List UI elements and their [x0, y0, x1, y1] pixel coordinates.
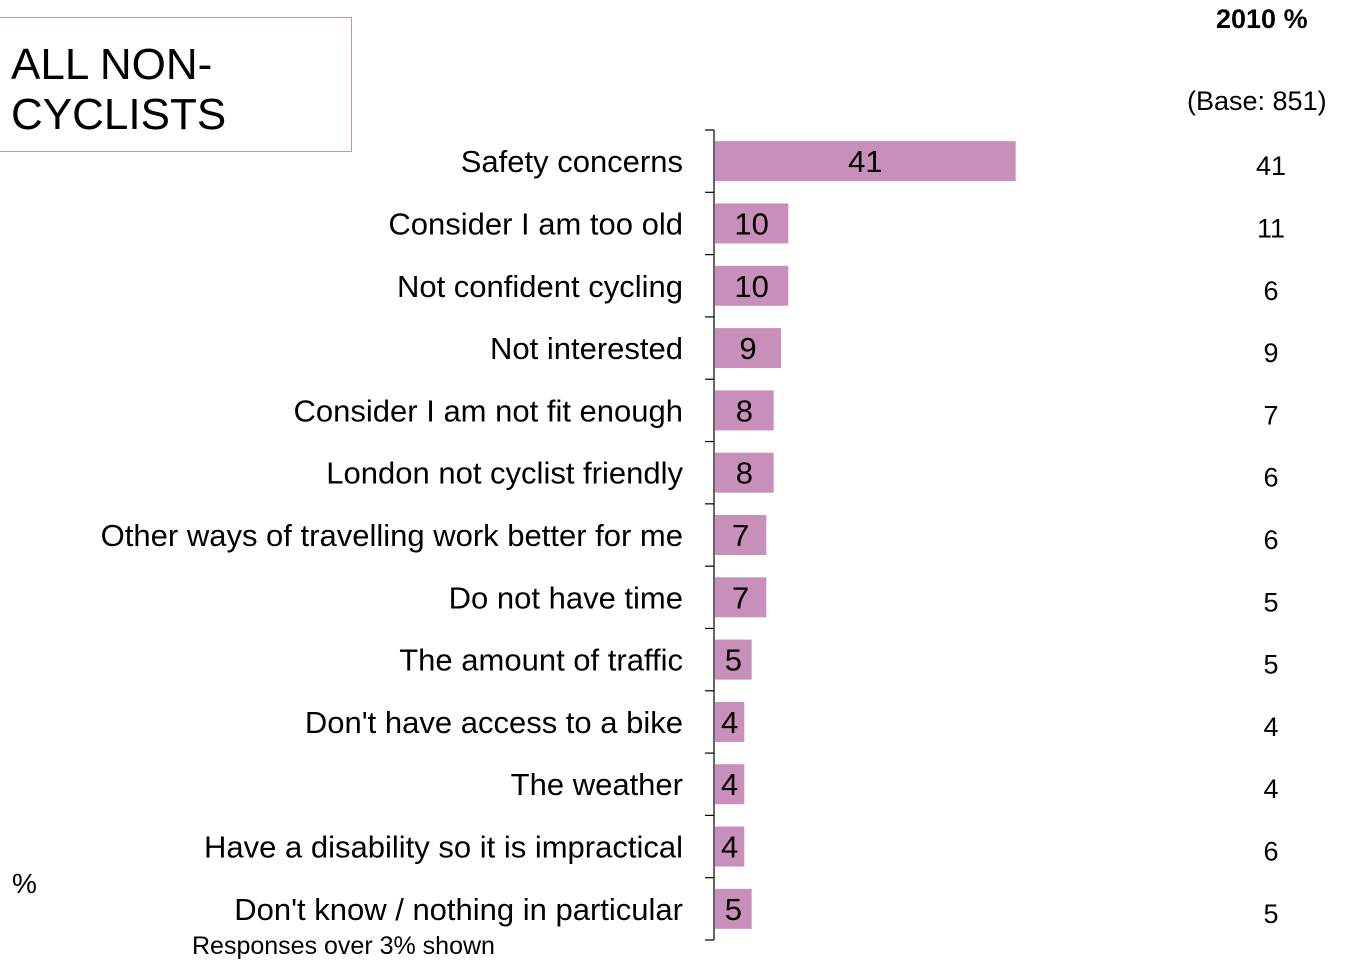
category-label: Other ways of travelling work better for…	[101, 518, 683, 553]
bar	[715, 826, 745, 867]
category-label: Not confident cycling	[397, 269, 683, 304]
footnote: Responses over 3% shown	[192, 932, 495, 960]
comparison-values: 41 11 6 9 7 6 6 5 5 4 4 6 5	[1256, 151, 1286, 929]
category-label: Have a disability so it is impractical	[204, 830, 683, 865]
bar	[715, 888, 752, 929]
bar-value-label: 4	[721, 767, 738, 802]
category-label: The amount of traffic	[399, 643, 683, 678]
bar-value-label: 8	[736, 393, 753, 428]
bar-value-label: 7	[732, 518, 749, 553]
category-label: Don't have access to a bike	[305, 705, 683, 740]
title-box-text: ALL NON- CYCLISTS	[11, 40, 227, 139]
bar-value-label: 7	[732, 580, 749, 615]
comparison-year-header: 2010 %	[1216, 4, 1308, 34]
chart-axis	[705, 129, 715, 941]
comparison-value: 9	[1263, 338, 1278, 368]
comparison-base-label: (Base: 851)	[1187, 86, 1327, 116]
bar-value-label: 10	[734, 269, 768, 304]
bar	[715, 203, 789, 244]
bar	[715, 764, 745, 805]
comparison-value: 6	[1263, 525, 1278, 555]
category-label: Safety concerns	[461, 144, 683, 179]
bar	[715, 452, 774, 493]
comparison-value: 6	[1263, 837, 1278, 867]
bar	[715, 328, 781, 369]
comparison-value: 5	[1263, 650, 1278, 680]
bar-value-label: 41	[848, 144, 882, 179]
bar	[715, 577, 767, 618]
bar	[715, 701, 745, 742]
bar-value-label: 4	[721, 830, 738, 865]
category-label: The weather	[511, 767, 683, 802]
value-labels: 41 10 10 9 8 8 7 7 5 4 4 4 5	[721, 144, 883, 927]
bar-value-label: 4	[721, 705, 738, 740]
comparison-value: 11	[1257, 213, 1285, 243]
comparison-value: 41	[1256, 151, 1286, 181]
bar	[715, 639, 752, 680]
category-labels: Safety concerns Consider I am too old Not …	[101, 144, 684, 927]
comparison-value: 6	[1263, 463, 1278, 493]
title-box: ALL NON- CYCLISTS	[0, 17, 352, 152]
comparison-value: 4	[1263, 712, 1278, 742]
comparison-value: 5	[1263, 587, 1278, 617]
comparison-value: 7	[1263, 400, 1278, 430]
bar-value-label: 5	[725, 643, 742, 678]
category-label: Consider I am not fit enough	[294, 393, 683, 428]
bar	[715, 141, 1016, 182]
category-label: London not cyclist friendly	[326, 456, 683, 491]
bar	[715, 390, 774, 431]
comparison-value: 5	[1263, 899, 1278, 929]
bar-value-label: 9	[739, 331, 756, 366]
category-label: Consider I am too old	[388, 206, 683, 241]
bar	[715, 265, 789, 306]
bar-value-label: 8	[736, 456, 753, 491]
bar-value-label: 10	[734, 206, 768, 241]
category-label: Do not have time	[449, 580, 683, 615]
comparison-value: 4	[1263, 774, 1278, 804]
comparison-value: 6	[1263, 276, 1278, 306]
category-label: Not interested	[490, 331, 683, 366]
bar-value-label: 5	[725, 892, 742, 927]
category-label: Don't know / nothing in particular	[234, 892, 683, 927]
chart-bars	[715, 141, 1016, 929]
bar	[715, 515, 767, 555]
unit-label: %	[12, 868, 37, 899]
